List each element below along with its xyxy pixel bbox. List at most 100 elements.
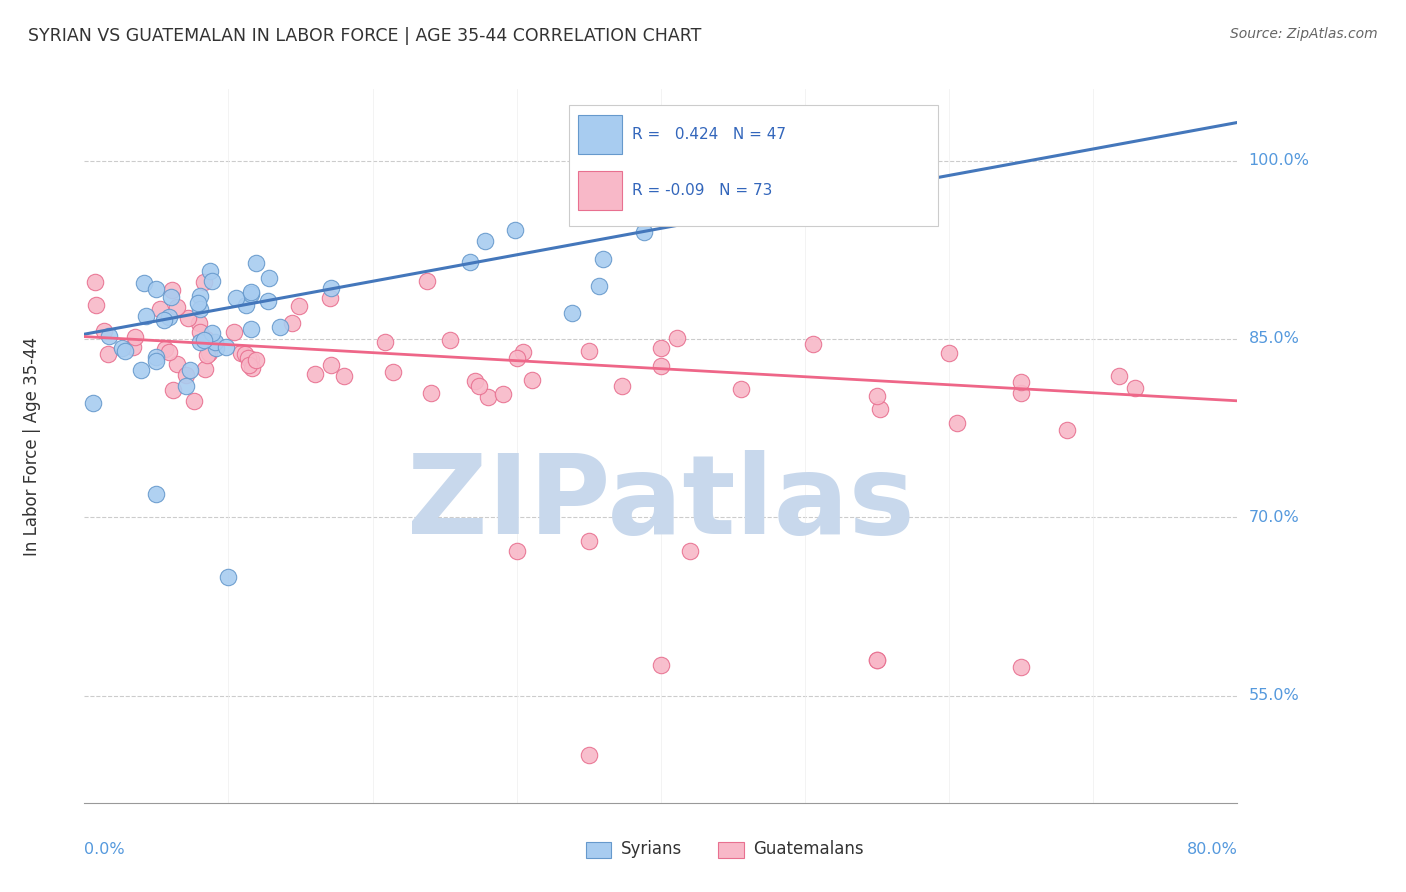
Point [194,332,217,346]
Point [82,396,104,410]
Point [111,342,134,356]
Point [222,325,245,339]
Point [198,346,221,360]
Point [174,368,197,382]
Text: Syrians: Syrians [620,840,682,858]
Point [160,283,183,297]
Point [235,297,257,311]
Point [201,274,224,288]
Point [612,379,634,393]
Text: 100.0%: 100.0% [1249,153,1309,168]
Point [477,390,499,404]
Point [420,385,443,400]
FancyBboxPatch shape [718,842,744,858]
Point [122,340,145,354]
Point [195,348,218,362]
Point [188,289,211,303]
Point [149,301,172,316]
Point [188,334,211,349]
Point [240,285,263,300]
Point [491,387,513,401]
Point [162,383,184,397]
Point [240,322,263,336]
Point [1010,375,1032,389]
Point [229,346,252,360]
Text: Guatemalans: Guatemalans [754,840,863,858]
Point [1010,660,1032,674]
Point [730,382,752,396]
Point [145,282,167,296]
Point [145,353,167,368]
Point [157,310,180,324]
Point [93,324,115,338]
Point [129,362,152,376]
Point [280,317,302,331]
Point [225,291,247,305]
Point [321,281,343,295]
Point [866,201,889,215]
Point [174,379,197,393]
Text: 70.0%: 70.0% [1249,510,1299,524]
Point [269,319,291,334]
Point [650,657,672,672]
Point [157,345,180,359]
Point [145,486,167,500]
Text: 85.0%: 85.0% [1249,332,1299,346]
Point [239,286,262,301]
FancyBboxPatch shape [578,171,621,211]
Point [650,341,672,355]
Text: 80.0%: 80.0% [1187,842,1237,857]
Point [416,274,439,288]
Point [866,653,889,667]
Point [439,333,461,347]
Point [193,333,215,347]
Text: Source: ZipAtlas.com: Source: ZipAtlas.com [1230,27,1378,41]
FancyBboxPatch shape [568,105,938,227]
Point [84,275,107,289]
Point [592,252,614,266]
Point [304,367,326,381]
Point [166,301,188,315]
Point [188,302,211,317]
Point [153,343,176,357]
Text: 0.0%: 0.0% [84,842,125,857]
Text: R = -0.09   N = 73: R = -0.09 N = 73 [633,183,772,198]
Point [218,570,240,584]
Point [257,270,280,285]
Point [245,256,267,270]
Point [506,543,529,558]
Point [633,225,655,239]
Point [135,309,157,323]
Point [468,378,491,392]
Point [239,352,262,367]
Point [97,347,120,361]
Point [332,368,354,383]
Point [520,373,543,387]
Point [200,264,222,278]
Point [183,394,205,409]
Point [288,299,311,313]
Point [679,543,702,558]
Point [650,359,672,373]
Point [578,344,600,359]
Point [86,298,108,312]
Point [869,402,891,417]
Point [187,316,209,330]
Point [588,278,610,293]
Point [238,358,260,372]
Point [145,350,167,364]
Point [319,358,342,372]
Point [240,360,263,375]
Point [464,374,486,388]
Point [200,326,222,341]
Point [179,363,201,377]
Point [204,334,226,349]
Point [1056,423,1078,437]
Point [938,346,960,360]
Point [319,291,342,305]
FancyBboxPatch shape [578,115,621,154]
Point [474,234,496,248]
Point [578,748,600,763]
Point [124,330,146,344]
Point [194,361,217,376]
